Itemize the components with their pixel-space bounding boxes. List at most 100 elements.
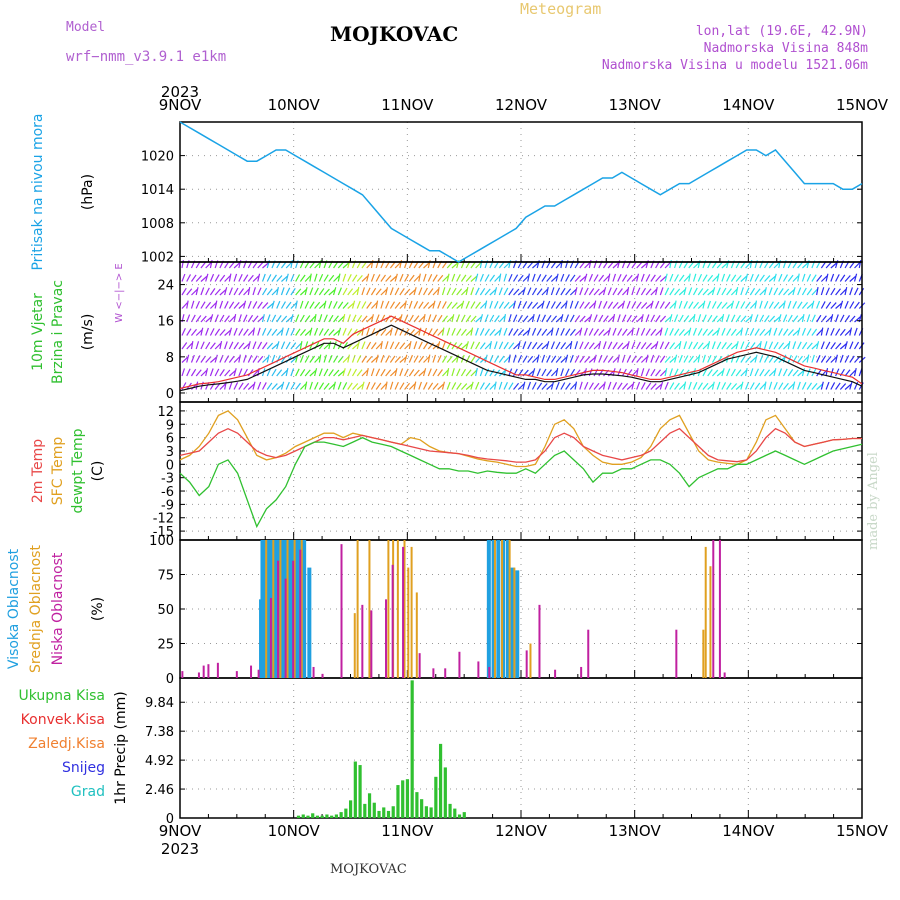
wind-barb bbox=[385, 275, 392, 282]
wind-barb bbox=[574, 341, 579, 350]
wind-barb bbox=[233, 368, 237, 377]
y-tick-label: 8 bbox=[166, 351, 174, 366]
wind-barb bbox=[839, 328, 846, 336]
wind-barb bbox=[532, 302, 539, 309]
wind-barb bbox=[688, 315, 695, 323]
wind-barb bbox=[536, 274, 542, 282]
wind-barb bbox=[830, 314, 834, 323]
wind-barb bbox=[621, 382, 629, 390]
wind-barb bbox=[484, 342, 492, 350]
y-tick-label: 1014 bbox=[141, 183, 174, 198]
y-tick-label: 12 bbox=[157, 405, 174, 420]
cloud-bar bbox=[286, 540, 289, 678]
cloud-bar bbox=[415, 592, 418, 678]
wind-barb bbox=[394, 261, 402, 269]
wind-barb bbox=[271, 328, 278, 336]
wind-barb bbox=[806, 314, 811, 323]
wind-barb bbox=[276, 341, 280, 350]
wind-barb bbox=[399, 356, 407, 363]
cloud-bar bbox=[293, 540, 296, 678]
wind-barb bbox=[626, 287, 630, 296]
precip-bar bbox=[443, 767, 447, 818]
wind-barb bbox=[702, 300, 706, 309]
wind-barb bbox=[356, 287, 360, 296]
wind-barb bbox=[740, 327, 743, 336]
wind-barb bbox=[266, 288, 273, 296]
wind-barb bbox=[598, 300, 602, 309]
precip-bar bbox=[306, 815, 310, 818]
wind-barb bbox=[389, 381, 394, 390]
wind-barb bbox=[593, 382, 600, 390]
wind-barb bbox=[479, 273, 484, 282]
wind-barb bbox=[257, 287, 262, 296]
wind-barb bbox=[432, 288, 439, 296]
wind-barb bbox=[759, 314, 765, 323]
cloud-bar bbox=[432, 668, 435, 678]
wind-barb bbox=[351, 354, 356, 363]
wind-barb bbox=[517, 300, 522, 309]
wind-barb bbox=[318, 382, 325, 390]
wind-barb bbox=[759, 289, 766, 296]
wind-barb bbox=[849, 275, 857, 282]
wind-barb bbox=[674, 288, 681, 296]
wind-barb bbox=[314, 262, 321, 269]
wind-barb bbox=[181, 368, 186, 377]
y-axis-label: dewpt Temp bbox=[70, 428, 86, 513]
wind-barb bbox=[361, 315, 368, 323]
wind-barb bbox=[451, 314, 455, 323]
wind-barb bbox=[617, 342, 624, 350]
wind-barb bbox=[347, 354, 351, 363]
cloud-bar bbox=[410, 546, 413, 678]
wind-barb bbox=[835, 382, 841, 390]
wind-barb bbox=[304, 315, 311, 323]
cloud-bar bbox=[508, 540, 511, 678]
wind-barb bbox=[792, 341, 797, 350]
wind-barb bbox=[252, 327, 256, 336]
wind-barb bbox=[854, 341, 860, 350]
wind-barb bbox=[247, 300, 252, 309]
wind-barb bbox=[257, 261, 264, 269]
wind-barb bbox=[783, 342, 790, 350]
wind-barb bbox=[441, 381, 446, 390]
cloud-bar bbox=[312, 666, 315, 678]
wind-barb bbox=[508, 328, 514, 336]
wind-barb bbox=[569, 341, 573, 350]
wind-barb bbox=[498, 327, 502, 336]
wind-barb bbox=[853, 287, 859, 296]
wind-barb bbox=[219, 274, 226, 282]
wind-barb bbox=[498, 355, 505, 363]
wind-barb bbox=[626, 369, 633, 377]
wind-barb bbox=[247, 314, 254, 323]
wind-barb bbox=[309, 341, 314, 350]
wind-barb bbox=[839, 343, 847, 350]
wind-barb bbox=[347, 302, 355, 309]
precip-bar bbox=[320, 815, 324, 818]
wind-barb bbox=[460, 314, 466, 323]
wind-barb bbox=[209, 342, 216, 350]
wind-barb bbox=[304, 300, 310, 309]
wind-barb bbox=[522, 381, 526, 390]
precip-bar bbox=[339, 812, 343, 818]
wind-barb bbox=[295, 368, 300, 377]
wind-barb bbox=[702, 288, 709, 296]
wind-barb bbox=[541, 288, 548, 296]
wind-barb bbox=[655, 275, 662, 282]
wind-barb bbox=[536, 314, 541, 323]
wind-barb bbox=[598, 354, 603, 363]
wind-barb bbox=[281, 369, 288, 377]
wind-barb bbox=[243, 368, 248, 377]
wind-barb bbox=[674, 382, 680, 390]
cloud-bar bbox=[675, 629, 678, 678]
wind-barb bbox=[735, 274, 742, 282]
wind-barb bbox=[550, 369, 558, 377]
wind-barb bbox=[583, 273, 588, 282]
wind-barb bbox=[228, 381, 233, 390]
wind-barb bbox=[437, 369, 443, 377]
wind-barb bbox=[205, 341, 211, 350]
wind-barb bbox=[745, 287, 750, 296]
wind-barb bbox=[830, 327, 835, 336]
wind-barb bbox=[745, 355, 752, 363]
wind-barb bbox=[522, 301, 528, 309]
precip-bar bbox=[296, 815, 301, 818]
precip-bar bbox=[429, 807, 433, 818]
